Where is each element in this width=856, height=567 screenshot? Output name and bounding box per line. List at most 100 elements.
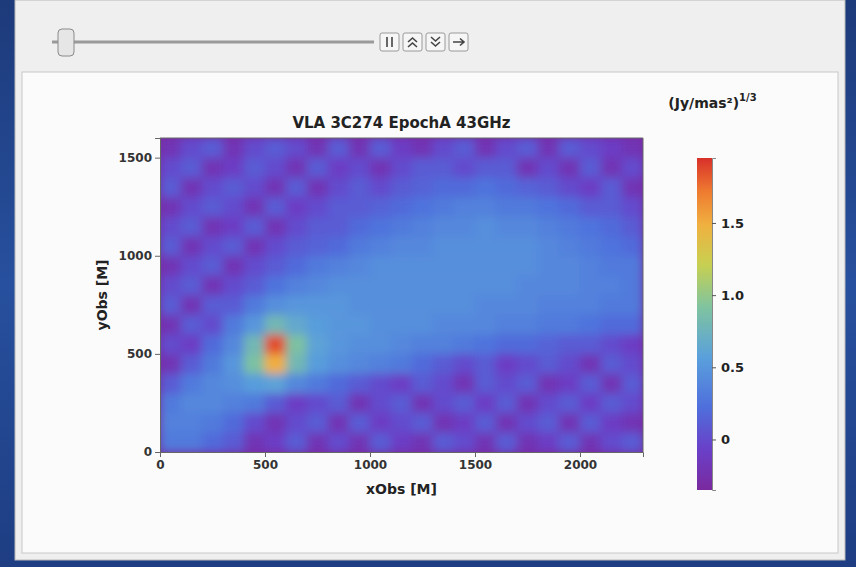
heat-cell: [160, 334, 181, 354]
heat-cell: [223, 197, 244, 217]
inner-panel: [22, 72, 838, 553]
heatmap-cells: [160, 138, 643, 452]
tick: 0: [144, 445, 160, 459]
heat-cell: [412, 197, 433, 217]
heat-cell: [454, 256, 475, 276]
slider-knob[interactable]: [58, 29, 74, 56]
heat-cell: [517, 393, 538, 413]
heat-cell: [412, 177, 433, 197]
heat-cell: [286, 334, 307, 354]
heat-cell: [181, 295, 202, 315]
heat-cell: [559, 177, 580, 197]
heat-cell: [538, 236, 559, 256]
heat-cell: [181, 256, 202, 276]
heat-cell: [160, 138, 181, 158]
heat-cell: [433, 413, 454, 433]
heat-cell: [601, 197, 622, 217]
heat-cell: [622, 315, 643, 335]
heat-cell: [391, 177, 412, 197]
pause-button[interactable]: [380, 33, 399, 51]
direction-button[interactable]: [449, 33, 468, 51]
heat-cell: [391, 432, 412, 452]
heat-cell: [202, 432, 223, 452]
heat-cell: [538, 256, 559, 276]
colorbar-title: (Jy/mas²)1/3: [668, 92, 756, 111]
heat-cell: [202, 138, 223, 158]
heat-cell: [202, 275, 223, 295]
heat-cell: [559, 138, 580, 158]
heat-cell: [181, 374, 202, 394]
heat-cell: [265, 236, 286, 256]
heat-cell: [307, 354, 328, 374]
heat-cell: [370, 315, 391, 335]
heat-cell: [160, 432, 181, 452]
heat-cell: [517, 177, 538, 197]
heat-cell: [412, 354, 433, 374]
heat-cell: [265, 374, 286, 394]
heat-cell: [433, 354, 454, 374]
heat-cell: [496, 138, 517, 158]
heat-cell: [496, 236, 517, 256]
heat-cell: [559, 334, 580, 354]
heat-cell: [328, 256, 349, 276]
heat-cell: [370, 354, 391, 374]
heat-cell: [181, 275, 202, 295]
heat-cell: [265, 217, 286, 237]
heat-cell: [412, 413, 433, 433]
button-icons: [387, 37, 464, 47]
heat-cell: [580, 177, 601, 197]
heat-cell: [202, 413, 223, 433]
tick: 0: [156, 452, 164, 472]
heat-cell: [349, 256, 370, 276]
heat-cell: [265, 334, 286, 354]
heat-cell: [223, 217, 244, 237]
heat-cell: [559, 197, 580, 217]
slower-button[interactable]: [426, 33, 445, 51]
heat-cell: [580, 236, 601, 256]
heat-cell: [517, 334, 538, 354]
heat-cell: [223, 334, 244, 354]
heat-cell: [349, 432, 370, 452]
heat-cell: [160, 217, 181, 237]
tick: 1500: [459, 452, 492, 472]
heat-cell: [160, 158, 181, 178]
heat-cell: [307, 197, 328, 217]
heat-cell: [517, 217, 538, 237]
heat-cell: [328, 177, 349, 197]
colorbar-axis: 00.51.01.5: [712, 159, 744, 491]
heat-cell: [181, 432, 202, 452]
heat-cell: [433, 197, 454, 217]
heat-cell: [307, 138, 328, 158]
heat-cell: [328, 197, 349, 217]
heat-cell: [370, 295, 391, 315]
heat-cell: [223, 374, 244, 394]
slider-track[interactable]: [52, 41, 374, 44]
heat-cell: [223, 138, 244, 158]
heat-cell: [496, 432, 517, 452]
heat-cell: [496, 393, 517, 413]
heat-cell: [580, 256, 601, 276]
heat-cell: [496, 334, 517, 354]
heat-cell: [244, 177, 265, 197]
faster-button[interactable]: [403, 33, 422, 51]
heat-cell: [538, 158, 559, 178]
heat-cell: [370, 393, 391, 413]
heat-cell: [580, 275, 601, 295]
heat-cell: [160, 393, 181, 413]
heat-cell: [391, 354, 412, 374]
heat-cell: [160, 236, 181, 256]
heat-cell: [622, 197, 643, 217]
outer-panel: [15, 0, 845, 560]
direction-icon: [453, 39, 464, 46]
heat-cell: [370, 217, 391, 237]
heat-cell: [496, 177, 517, 197]
heat-cell: [622, 158, 643, 178]
heat-cell: [496, 217, 517, 237]
x-axis-title: xObs [M]: [366, 481, 437, 497]
heat-cell: [181, 315, 202, 335]
heat-cell: [307, 236, 328, 256]
tick-mark: [712, 439, 716, 440]
heat-cell: [454, 393, 475, 413]
heat-cell: [475, 236, 496, 256]
heat-cell: [433, 374, 454, 394]
